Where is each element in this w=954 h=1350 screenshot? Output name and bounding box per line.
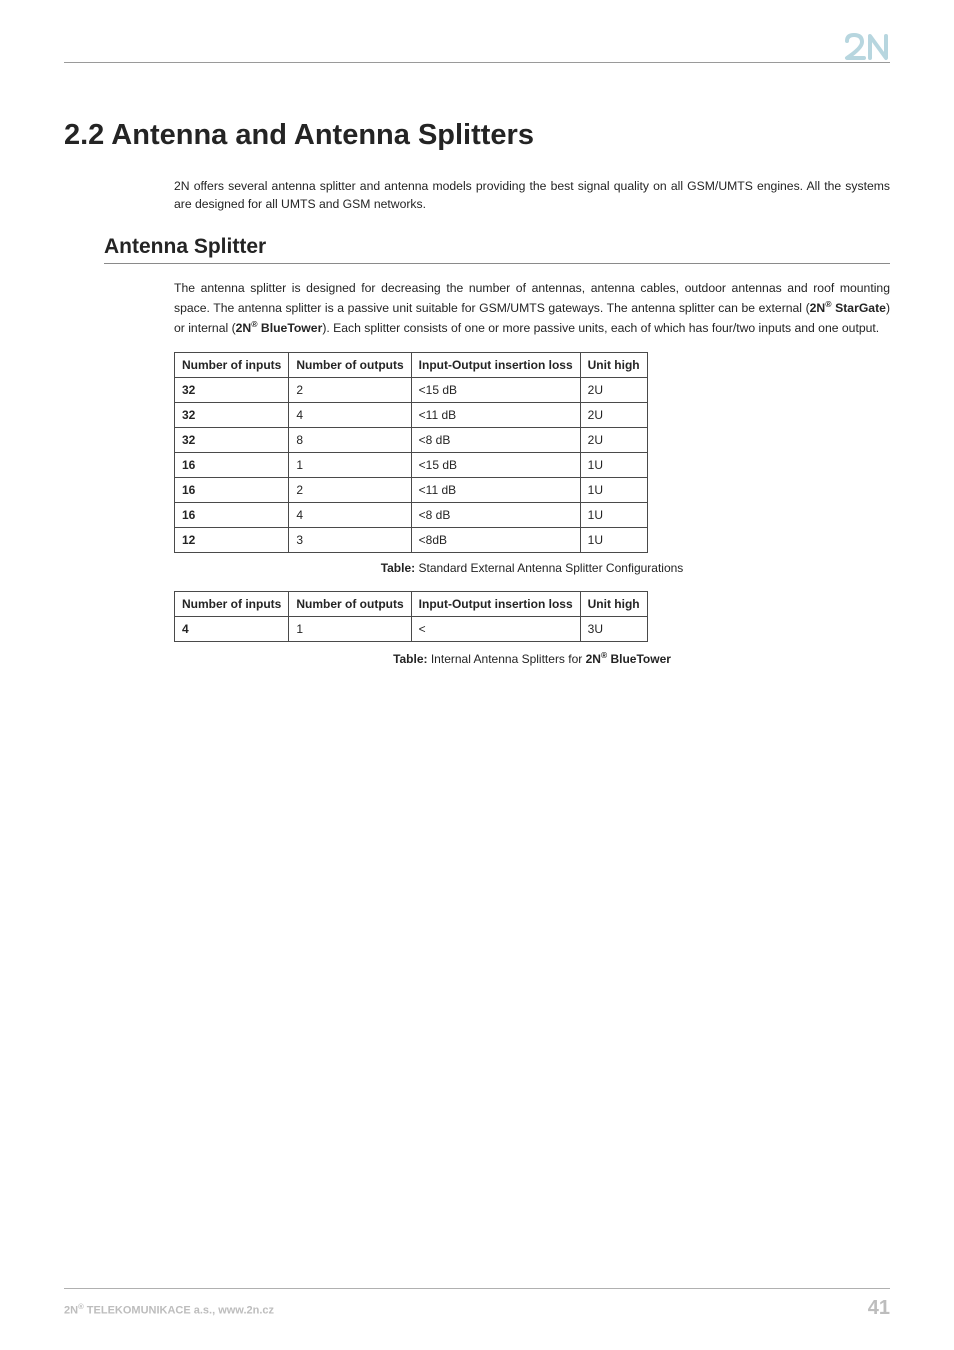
footer-brand: 2N xyxy=(64,1305,78,1317)
cell: <11 dB xyxy=(411,477,580,502)
cell: <15 dB xyxy=(411,452,580,477)
cell: 32 xyxy=(175,377,289,402)
footer-row: 2N® TELEKOMUNIKACE a.s., www.2n.cz 41 xyxy=(64,1297,890,1320)
cell: 1U xyxy=(580,527,647,552)
caption-text: Internal Antenna Splitters for xyxy=(428,652,586,666)
2n-logo-icon xyxy=(844,32,890,62)
table1-caption: Table: Standard External Antenna Splitte… xyxy=(174,561,890,575)
footer-text: TELEKOMUNIKACE a.s., www.2n.cz xyxy=(84,1305,274,1317)
page-number: 41 xyxy=(868,1297,890,1320)
caption-label: Table: xyxy=(381,561,415,575)
brand-logo xyxy=(844,32,890,62)
internal-splitter-table: Number of inputs Number of outputs Input… xyxy=(174,591,648,642)
table-row: 32 8 <8 dB 2U xyxy=(175,427,648,452)
cell: 16 xyxy=(175,452,289,477)
table-row: 16 1 <15 dB 1U xyxy=(175,452,648,477)
table-row: 16 2 <11 dB 1U xyxy=(175,477,648,502)
footer-company: 2N® TELEKOMUNIKACE a.s., www.2n.cz xyxy=(64,1302,274,1317)
col-header: Unit high xyxy=(580,352,647,377)
para-text: The antenna splitter is designed for dec… xyxy=(174,281,890,315)
table2-caption: Table: Internal Antenna Splitters for 2N… xyxy=(174,650,890,666)
col-header: Input-Output insertion loss xyxy=(411,352,580,377)
cell: <11 dB xyxy=(411,402,580,427)
cell: 2U xyxy=(580,402,647,427)
cell: 12 xyxy=(175,527,289,552)
external-splitter-table: Number of inputs Number of outputs Input… xyxy=(174,352,648,553)
table-header-row: Number of inputs Number of outputs Input… xyxy=(175,352,648,377)
cell: 8 xyxy=(289,427,411,452)
table-row: 16 4 <8 dB 1U xyxy=(175,502,648,527)
product-text: StarGate xyxy=(832,301,886,315)
cell: < xyxy=(411,616,580,641)
col-header: Input-Output insertion loss xyxy=(411,591,580,616)
table-header-row: Number of inputs Number of outputs Input… xyxy=(175,591,648,616)
caption-text: Standard External Antenna Splitter Confi… xyxy=(415,561,683,575)
table-row: 32 2 <15 dB 2U xyxy=(175,377,648,402)
cell: 4 xyxy=(175,616,289,641)
table-row: 4 1 < 3U xyxy=(175,616,648,641)
cell: 1 xyxy=(289,452,411,477)
product-text: BlueTower xyxy=(258,321,323,335)
cell: 16 xyxy=(175,477,289,502)
subsection-title: Antenna Splitter xyxy=(104,235,890,259)
col-header: Number of outputs xyxy=(289,591,411,616)
para-text: ). Each splitter consists of one or more… xyxy=(322,321,879,335)
caption-label: Table: xyxy=(393,652,427,666)
cell: 1U xyxy=(580,502,647,527)
cell: 2 xyxy=(289,477,411,502)
cell: 16 xyxy=(175,502,289,527)
section-title: 2.2 Antenna and Antenna Splitters xyxy=(64,119,890,152)
cell: 1 xyxy=(289,616,411,641)
main-content: 2.2 Antenna and Antenna Splitters 2N off… xyxy=(64,119,890,666)
col-header: Number of outputs xyxy=(289,352,411,377)
cell: 3 xyxy=(289,527,411,552)
col-header: Number of inputs xyxy=(175,352,289,377)
splitter-paragraph: The antenna splitter is designed for dec… xyxy=(174,280,890,337)
table-row: 12 3 <8dB 1U xyxy=(175,527,648,552)
cell: 32 xyxy=(175,427,289,452)
cell: 2U xyxy=(580,377,647,402)
subsection-rule xyxy=(104,263,890,264)
cell: 2 xyxy=(289,377,411,402)
product-text: BlueTower xyxy=(607,652,671,666)
cell: 2U xyxy=(580,427,647,452)
cell: 1U xyxy=(580,452,647,477)
page-footer: 2N® TELEKOMUNIKACE a.s., www.2n.cz 41 xyxy=(64,1288,890,1320)
cell: <15 dB xyxy=(411,377,580,402)
header-rule xyxy=(64,62,890,63)
brand-text: 2N xyxy=(810,301,826,315)
cell: <8 dB xyxy=(411,502,580,527)
footer-rule xyxy=(64,1288,890,1289)
brand-text: 2N xyxy=(586,652,601,666)
intro-paragraph: 2N offers several antenna splitter and a… xyxy=(174,178,890,213)
col-header: Number of inputs xyxy=(175,591,289,616)
cell: <8 dB xyxy=(411,427,580,452)
cell: 4 xyxy=(289,502,411,527)
col-header: Unit high xyxy=(580,591,647,616)
cell: 4 xyxy=(289,402,411,427)
cell: 3U xyxy=(580,616,647,641)
cell: 32 xyxy=(175,402,289,427)
cell: <8dB xyxy=(411,527,580,552)
table-row: 32 4 <11 dB 2U xyxy=(175,402,648,427)
cell: 1U xyxy=(580,477,647,502)
brand-text: 2N xyxy=(236,321,252,335)
